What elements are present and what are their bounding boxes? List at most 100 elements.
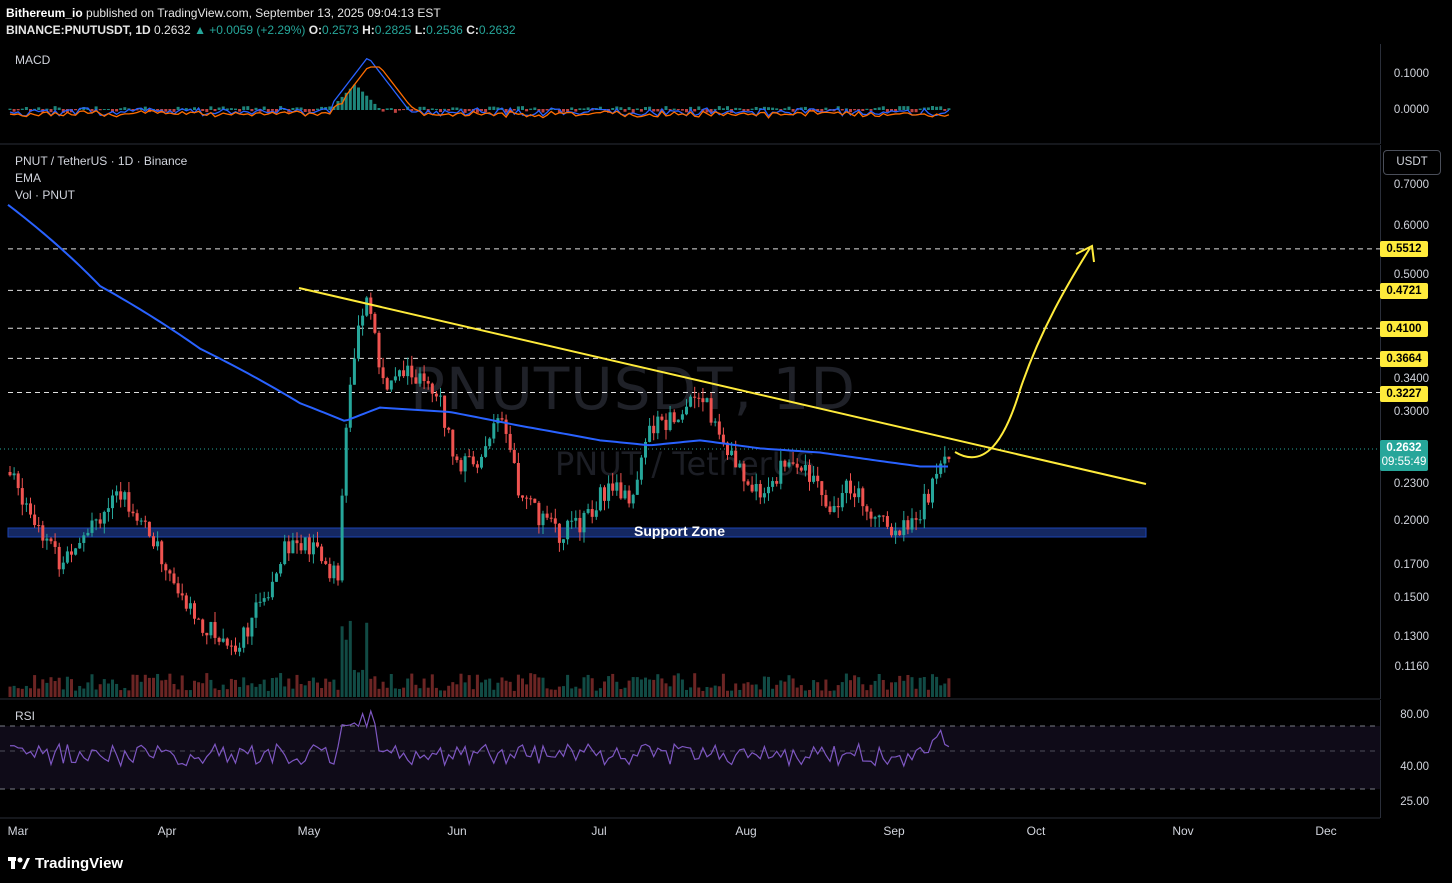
- candle-body: [541, 513, 545, 526]
- month-label: Nov: [1172, 824, 1194, 838]
- volume-bar: [787, 675, 791, 697]
- macd-histogram-bar: [943, 109, 947, 111]
- level-badge[interactable]: 0.5512: [1380, 241, 1428, 257]
- support-zone-box[interactable]: [7, 527, 1147, 538]
- close-value: 0.2632: [478, 23, 516, 37]
- macd-histogram-bar: [164, 109, 168, 112]
- symbol-label[interactable]: BINANCE:PNUTUSDT, 1D: [6, 23, 151, 37]
- volume-bar: [533, 674, 537, 697]
- volume-bar: [303, 685, 307, 697]
- price-axis[interactable]: [1380, 145, 1452, 699]
- volume-bar: [455, 684, 459, 697]
- candle-body: [86, 532, 90, 536]
- volume-bar: [570, 688, 574, 697]
- macd-histogram-bar: [849, 109, 852, 113]
- candle-body: [586, 509, 590, 513]
- macd-histogram-bar: [135, 109, 139, 111]
- macd-histogram-bar: [209, 106, 213, 110]
- macd-histogram-bar: [258, 109, 262, 112]
- macd-histogram-bar: [668, 109, 672, 111]
- candle-body: [24, 503, 28, 505]
- macd-histogram-bar: [492, 106, 496, 110]
- macd-histogram-bar: [939, 106, 943, 110]
- candle-body: [533, 498, 537, 503]
- volume-bar: [307, 680, 311, 697]
- macd-histogram-bar: [86, 108, 90, 110]
- volume-bar: [459, 673, 463, 697]
- candle-body: [160, 541, 164, 565]
- volume-bar: [709, 687, 713, 697]
- chart-canvas[interactable]: [0, 0, 1380, 820]
- volume-bar: [594, 690, 598, 697]
- level-badge[interactable]: 0.3664: [1380, 351, 1428, 367]
- volume-bar: [480, 682, 483, 697]
- macd-histogram-bar: [574, 109, 578, 112]
- volume-bar: [209, 679, 213, 697]
- current-price-badge[interactable]: 0.2632 09:55:49: [1380, 440, 1428, 471]
- rsi-axis[interactable]: [1380, 700, 1452, 818]
- candle-body: [234, 645, 237, 652]
- volume-bar: [775, 684, 779, 697]
- volume-bar: [262, 679, 266, 697]
- macd-histogram-bar: [664, 106, 668, 110]
- macd-histogram-bar: [902, 106, 906, 110]
- candle-body: [828, 506, 832, 513]
- candle-body: [730, 450, 734, 456]
- volume-bar: [361, 669, 365, 697]
- candle-body: [111, 495, 114, 509]
- candle-body: [295, 540, 299, 544]
- volume-bar: [201, 683, 205, 697]
- macd-histogram-bar: [906, 106, 910, 110]
- volume-bar: [160, 680, 164, 697]
- candle-body: [705, 398, 709, 403]
- macd-histogram-bar: [225, 108, 229, 110]
- volume-label[interactable]: Vol · PNUT: [15, 188, 76, 202]
- currency-button[interactable]: USDT: [1383, 150, 1441, 175]
- volume-bar: [516, 674, 520, 697]
- macd-histogram-bar: [480, 109, 483, 111]
- volume-bar: [242, 677, 246, 697]
- candle-body: [188, 603, 192, 609]
- macd-histogram-bar: [931, 106, 934, 110]
- macd-histogram-bar: [242, 106, 246, 110]
- level-badge[interactable]: 0.4721: [1380, 283, 1428, 299]
- candle-body: [881, 515, 885, 517]
- macd-histogram-bar: [742, 109, 746, 112]
- projection-path[interactable]: [954, 247, 1091, 459]
- macd-histogram-bar: [295, 107, 299, 110]
- candle-body: [877, 515, 881, 518]
- ema-line: [7, 204, 948, 468]
- candle-body: [344, 427, 348, 496]
- descending-trendline[interactable]: [298, 287, 1147, 485]
- volume-bar: [603, 681, 606, 697]
- volume-bar: [197, 682, 201, 697]
- tradingview-logo[interactable]: TradingView: [8, 855, 123, 872]
- volume-bar: [660, 678, 664, 697]
- level-badge[interactable]: 0.3227: [1380, 386, 1428, 402]
- rsi-label[interactable]: RSI: [15, 709, 36, 723]
- macd-histogram-bar: [348, 88, 352, 110]
- macd-histogram-bar: [926, 107, 930, 110]
- candle-body: [869, 511, 873, 519]
- macd-histogram-bar: [475, 109, 479, 113]
- macd-histogram-bar: [49, 109, 53, 113]
- volume-bar: [693, 673, 697, 697]
- candle-body: [791, 462, 795, 464]
- macd-axis[interactable]: 0.1000 0.0000: [1380, 44, 1452, 144]
- publisher-name[interactable]: Bithereum_io: [6, 6, 83, 20]
- macd-histogram-bar: [803, 106, 807, 110]
- price-change: ▲ +0.0059 (+2.29%): [194, 23, 306, 37]
- candle-body: [619, 482, 623, 499]
- volume-bar: [496, 682, 500, 697]
- macd-label[interactable]: MACD: [15, 53, 51, 67]
- level-badge[interactable]: 0.4100: [1380, 321, 1428, 337]
- macd-histogram-bar: [102, 108, 106, 110]
- ema-label[interactable]: EMA: [15, 171, 42, 185]
- main-title[interactable]: PNUT / TetherUS · 1D · Binance: [15, 154, 188, 168]
- macd-histogram-bar: [316, 108, 319, 110]
- macd-histogram-bar: [840, 109, 844, 111]
- volume-bar: [381, 681, 385, 697]
- volume-bar: [590, 678, 594, 697]
- volume-bar: [537, 677, 541, 697]
- volume-bar: [119, 690, 123, 697]
